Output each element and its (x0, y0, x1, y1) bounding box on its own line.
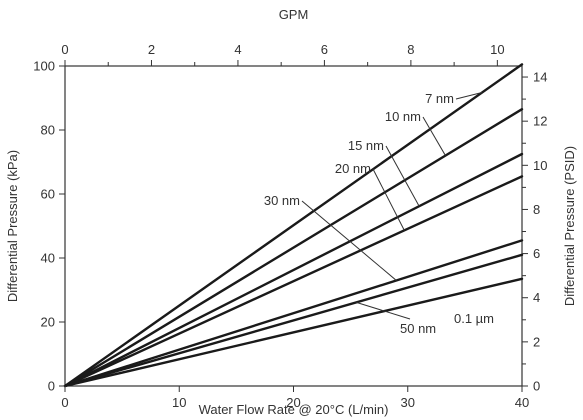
series-label-2: 15 nm (348, 138, 384, 153)
x-tick-label: 20 (286, 395, 300, 410)
y-tick-label: 80 (41, 123, 55, 138)
top-tick-label: 0 (61, 42, 68, 57)
series-leader-3 (372, 168, 405, 231)
series-line-3 (63, 175, 524, 388)
x-axis-title: Water Flow Rate @ 20°C (L/min) (199, 402, 389, 417)
right-tick-label: 4 (533, 290, 540, 305)
right-tick-label: 2 (533, 334, 540, 349)
series-leader-1 (422, 116, 446, 156)
y-tick-label: 100 (33, 59, 55, 74)
series-leader-5 (356, 301, 411, 320)
right-tick-label: 6 (533, 246, 540, 261)
x-tick-label: 10 (172, 395, 186, 410)
top-tick-label: 4 (234, 42, 241, 57)
series-label-4: 30 nm (264, 193, 300, 208)
series-line-4 (63, 239, 524, 388)
series-label-1: 10 nm (385, 109, 421, 124)
x-tick-label: 40 (515, 395, 529, 410)
series-line-0 (63, 63, 524, 388)
series-line-5 (63, 253, 524, 388)
series-label-5: 50 nm (400, 321, 436, 336)
top-tick-label: 8 (407, 42, 414, 57)
x-tick-label: 0 (61, 395, 68, 410)
series-label-0: 7 nm (425, 91, 454, 106)
series-line-1 (63, 107, 524, 388)
series-leader-2 (385, 145, 420, 207)
right-axis-title: Differential Pressure (PSID) (562, 146, 577, 306)
right-tick-label: 14 (533, 70, 547, 85)
top-tick-label: 6 (321, 42, 328, 57)
top-axis-title: GPM (279, 7, 309, 22)
y-axis-title: Differential Pressure (kPa) (5, 150, 20, 302)
series-label-3: 20 nm (335, 161, 371, 176)
right-tick-label: 0 (533, 379, 540, 394)
series-leader-0 (455, 92, 483, 100)
top-tick-label: 2 (148, 42, 155, 57)
y-tick-label: 40 (41, 251, 55, 266)
y-tick-label: 20 (41, 315, 55, 330)
x-tick-label: 30 (401, 395, 415, 410)
series-line-6 (63, 277, 524, 388)
top-tick-label: 10 (490, 42, 504, 57)
y-tick-label: 0 (48, 379, 55, 394)
right-tick-label: 10 (533, 158, 547, 173)
series-leader-4 (301, 200, 397, 281)
right-tick-label: 12 (533, 114, 547, 129)
y-tick-label: 60 (41, 187, 55, 202)
right-tick-label: 8 (533, 202, 540, 217)
series-label-6: 0.1 µm (454, 311, 494, 326)
series-line-2 (63, 152, 524, 388)
